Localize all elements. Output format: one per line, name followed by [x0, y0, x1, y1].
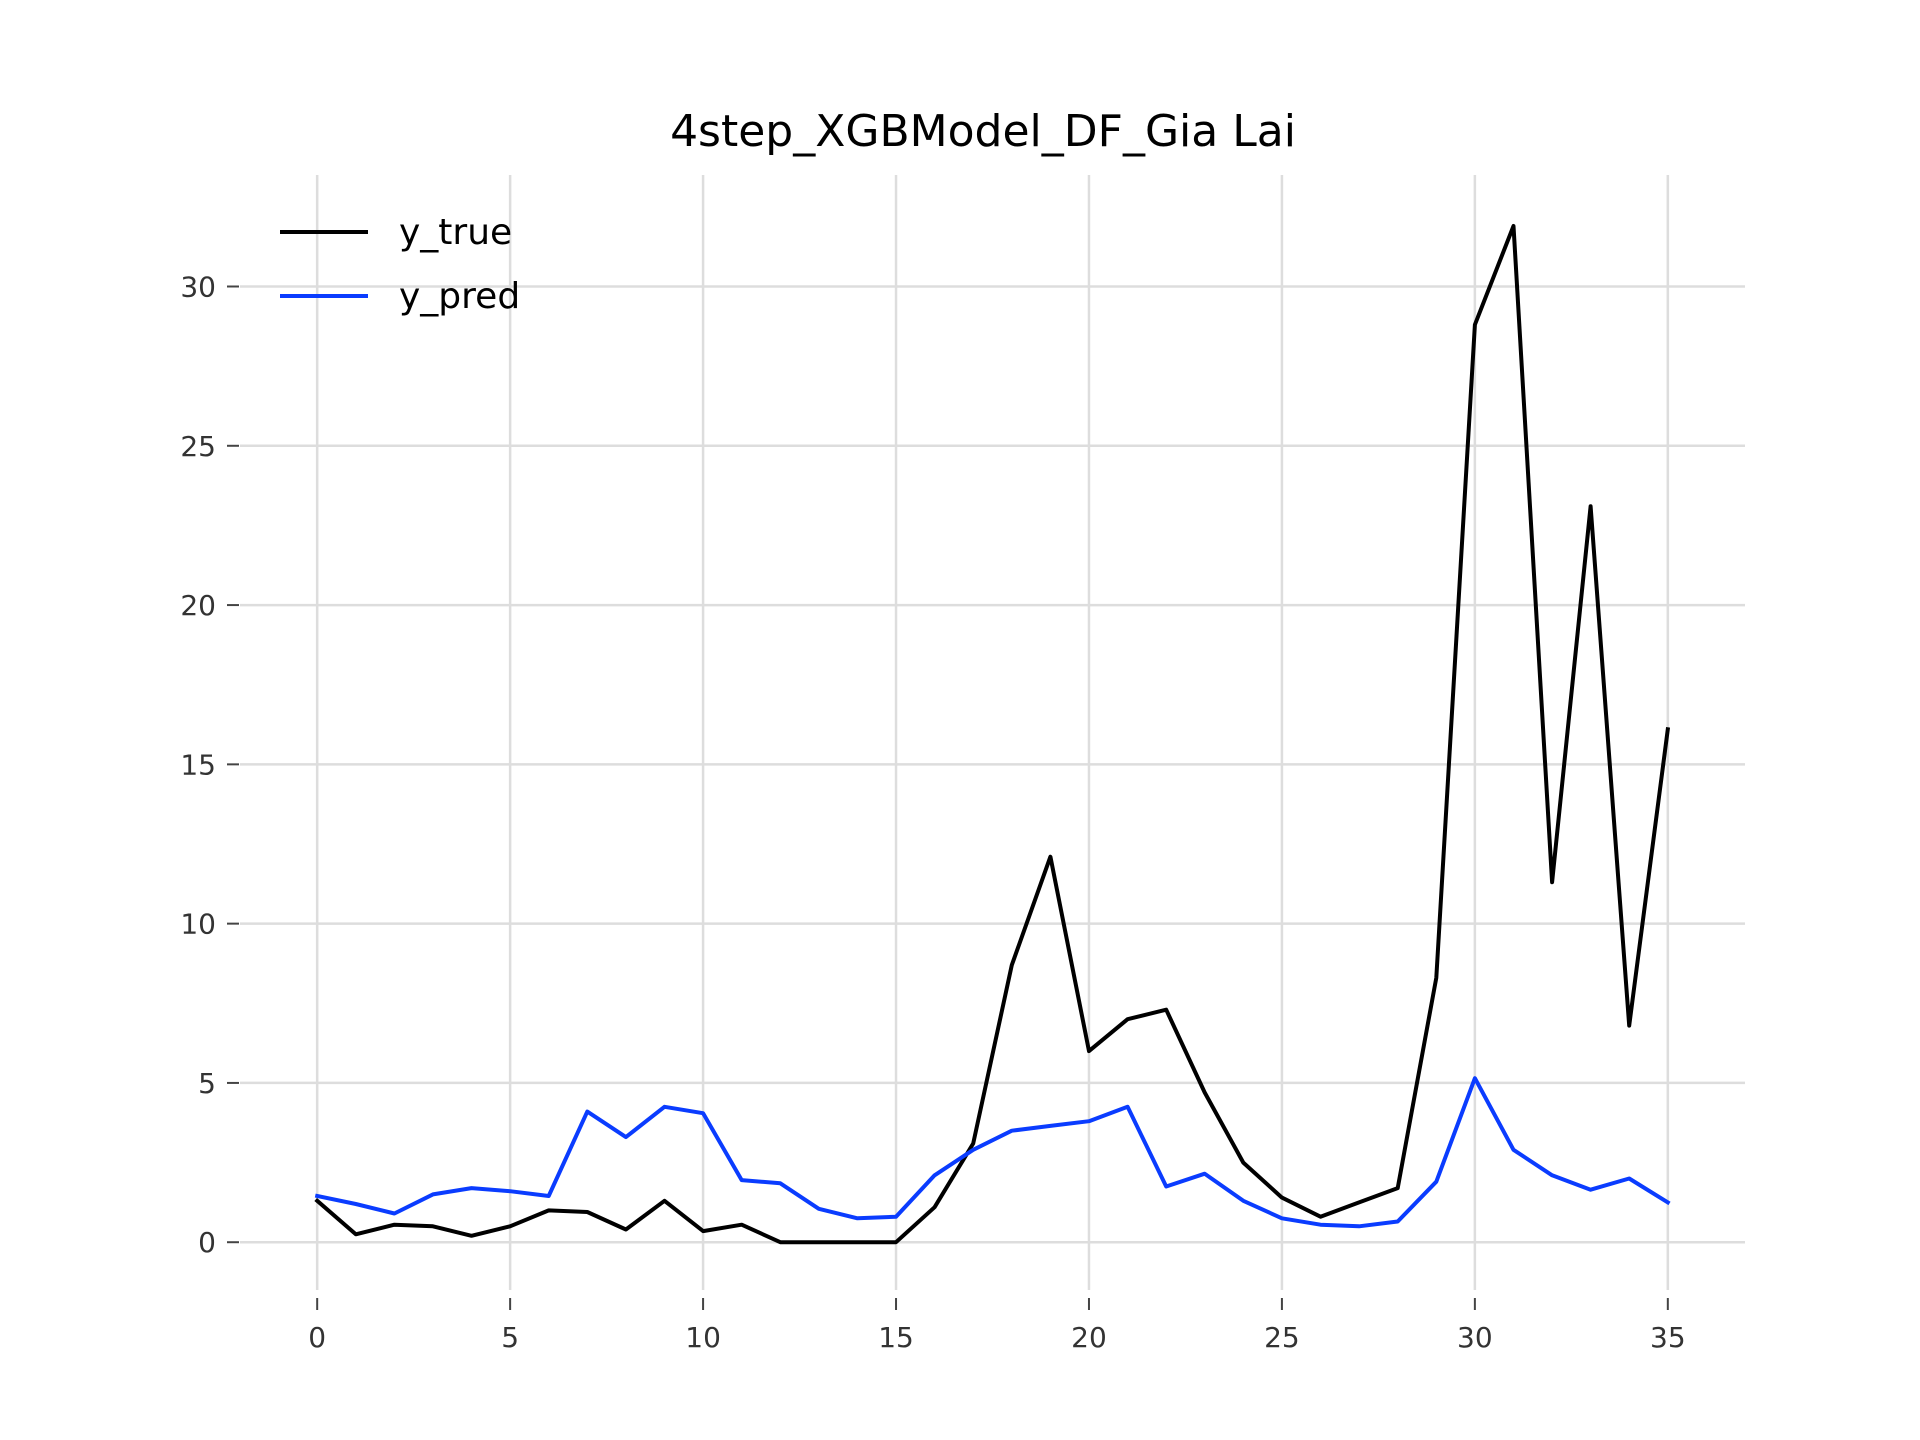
y-axis-ticks: 0 5 10 15 20 25 30	[180, 271, 239, 1259]
y-tick-label: 15	[180, 748, 216, 781]
series-lines	[314, 224, 1671, 1245]
series-line-y-true	[314, 224, 1671, 1245]
x-tick-label: 30	[1457, 1321, 1493, 1354]
x-axis-ticks: 0 5 10 15 20 25 30 35	[308, 1298, 1686, 1354]
y-tick-label: 20	[180, 589, 216, 622]
chart-title: 4step_XGBModel_DF_Gia Lai	[670, 106, 1296, 157]
x-tick-label: 5	[501, 1321, 519, 1354]
x-tick-label: 25	[1264, 1321, 1300, 1354]
grid-lines	[240, 175, 1745, 1290]
series-line-y-pred	[314, 1076, 1671, 1229]
y-tick-label: 25	[180, 430, 216, 463]
x-tick-label: 10	[685, 1321, 721, 1354]
x-tick-label: 0	[308, 1321, 326, 1354]
legend-label: y_true	[399, 212, 512, 253]
y-tick-label: 30	[180, 271, 216, 304]
y-tick-label: 5	[198, 1067, 216, 1100]
x-tick-label: 35	[1650, 1321, 1686, 1354]
x-tick-label: 20	[1071, 1321, 1107, 1354]
y-tick-label: 10	[180, 908, 216, 941]
legend-label: y_pred	[399, 276, 520, 317]
x-tick-label: 15	[878, 1321, 914, 1354]
y-tick-label: 0	[198, 1226, 216, 1259]
legend: y_true y_pred	[280, 212, 520, 317]
